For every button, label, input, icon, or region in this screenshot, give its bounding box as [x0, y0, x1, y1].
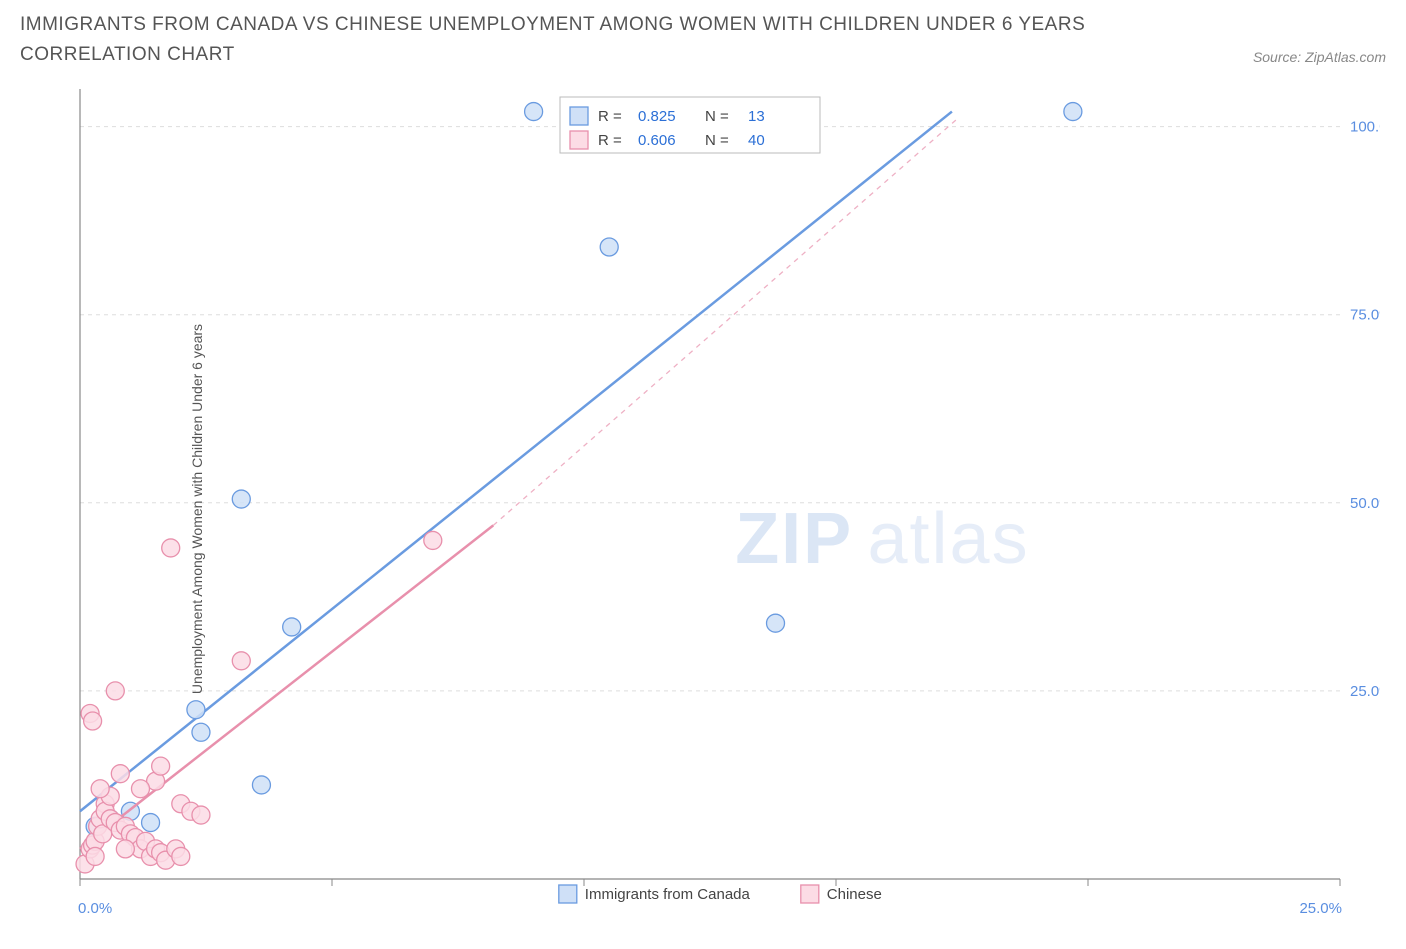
- svg-text:40: 40: [748, 132, 765, 149]
- svg-text:ZIP: ZIP: [735, 499, 853, 579]
- svg-text:0.606: 0.606: [638, 132, 676, 149]
- chart-title: IMMIGRANTS FROM CANADA VS CHINESE UNEMPL…: [20, 10, 1120, 71]
- header-row: IMMIGRANTS FROM CANADA VS CHINESE UNEMPL…: [20, 10, 1386, 71]
- svg-text:N =: N =: [705, 132, 729, 149]
- svg-text:75.0%: 75.0%: [1350, 306, 1380, 323]
- chart-container: Unemployment Among Women with Children U…: [20, 79, 1386, 939]
- svg-text:0.825: 0.825: [638, 108, 676, 125]
- y-axis-label: Unemployment Among Women with Children U…: [189, 324, 205, 694]
- source-label: Source: ZipAtlas.com: [1253, 49, 1386, 71]
- correlation-scatter-chart: 0.0% 25.0% 25.0% 50.0% 75.0% 100.0% ZIPatlas R …: [20, 79, 1380, 939]
- svg-text:N =: N =: [705, 108, 729, 125]
- svg-text:25.0%: 25.0%: [1350, 683, 1380, 700]
- svg-text:13: 13: [748, 108, 765, 125]
- svg-text:0.0%: 0.0%: [78, 900, 112, 917]
- svg-text:R =: R =: [598, 132, 622, 149]
- svg-text:atlas: atlas: [868, 499, 1030, 579]
- svg-text:100.0%: 100.0%: [1350, 118, 1380, 135]
- svg-text:25.0%: 25.0%: [1299, 900, 1342, 917]
- svg-text:50.0%: 50.0%: [1350, 495, 1380, 512]
- svg-text:R =: R =: [598, 108, 622, 125]
- svg-text:Immigrants from Canada: Immigrants from Canada: [585, 886, 751, 903]
- svg-text:Chinese: Chinese: [827, 886, 882, 903]
